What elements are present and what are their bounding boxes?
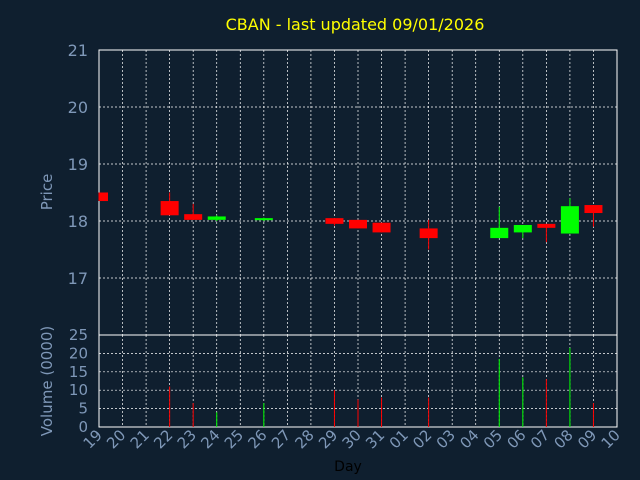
candle-body <box>325 218 344 224</box>
day-tick-label: 06 <box>503 426 529 452</box>
candle-body <box>490 227 509 239</box>
day-tick-label: 27 <box>268 426 294 452</box>
day-tick-label: 30 <box>339 426 365 452</box>
day-tick-label: 03 <box>433 426 459 452</box>
volume-tick-label: 20 <box>69 344 88 362</box>
candle-body <box>184 214 203 220</box>
volume-axis-label: Volume (0000) <box>38 326 56 436</box>
price-panel-frame <box>98 49 618 336</box>
candle-body <box>349 219 367 229</box>
volume-tick-label: 15 <box>69 363 88 381</box>
day-tick-label: 26 <box>244 426 270 452</box>
day-tick-label: 21 <box>127 426 153 452</box>
candle-body <box>513 224 532 233</box>
candle-body <box>419 228 438 239</box>
day-tick-label: 04 <box>456 426 482 452</box>
price-tick-label: 21 <box>68 41 88 60</box>
day-axis-label: Day <box>334 459 362 475</box>
candle-body <box>372 222 391 233</box>
day-tick-label: 10 <box>598 426 624 452</box>
candle-body <box>537 223 556 228</box>
day-tick-label: 28 <box>292 426 318 452</box>
day-tick-label: 20 <box>103 426 129 452</box>
day-tick-label: 01 <box>386 426 412 452</box>
day-tick-label: 24 <box>197 426 223 452</box>
volume-tick-label: 25 <box>69 326 88 344</box>
chart-title: CBAN - last updated 09/01/2026 <box>226 15 485 34</box>
volume-tick-label: 10 <box>69 381 88 399</box>
day-tick-label: 23 <box>174 426 200 452</box>
candle-body <box>207 216 226 220</box>
price-tick-label: 17 <box>68 269 88 288</box>
price-tick-label: 20 <box>68 98 88 117</box>
price-tick-label: 18 <box>68 212 88 231</box>
day-tick-label: 07 <box>527 426 553 452</box>
price-tick-label: 19 <box>68 155 88 174</box>
day-tick-label: 22 <box>150 426 176 452</box>
price-axis-label: Price <box>38 174 56 211</box>
candle-body <box>254 218 273 221</box>
volume-tick-label: 0 <box>78 418 88 436</box>
volume-tick-label: 5 <box>78 400 88 418</box>
candle-body <box>560 206 579 234</box>
candle-body <box>99 192 108 202</box>
day-tick-label: 25 <box>221 426 247 452</box>
candle-body <box>584 205 603 214</box>
day-tick-label: 31 <box>362 426 388 452</box>
day-tick-label: 02 <box>409 426 435 452</box>
day-axis: 1920212223242526272829303101020304050607… <box>80 426 624 452</box>
day-tick-label: 05 <box>480 426 506 452</box>
day-tick-label: 29 <box>315 426 341 452</box>
day-tick-label: 09 <box>574 426 600 452</box>
price-panel: 17 18 19 20 21 <box>68 41 618 336</box>
candle-body <box>160 201 179 216</box>
day-tick-label: 08 <box>551 426 577 452</box>
